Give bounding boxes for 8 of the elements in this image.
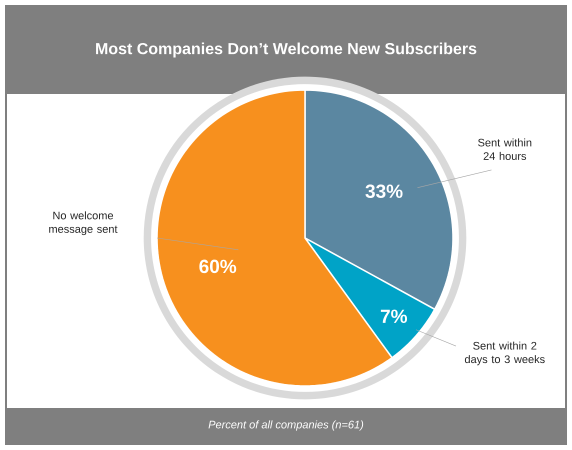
- data-label: 60%: [199, 260, 236, 274]
- slice-label: No welcome message sent: [49, 211, 118, 236]
- chart-title: Most Companies Don’t Welcome New Subscribers: [96, 42, 476, 58]
- data-label: 33%: [365, 184, 403, 198]
- slice-label: Sent within 24 hours: [478, 138, 532, 160]
- text: Percent of all companies (n=61): [208, 420, 364, 431]
- data-label: 7%: [380, 310, 408, 323]
- slice-label: Sent within 2 days to 3 weeks: [464, 342, 545, 366]
